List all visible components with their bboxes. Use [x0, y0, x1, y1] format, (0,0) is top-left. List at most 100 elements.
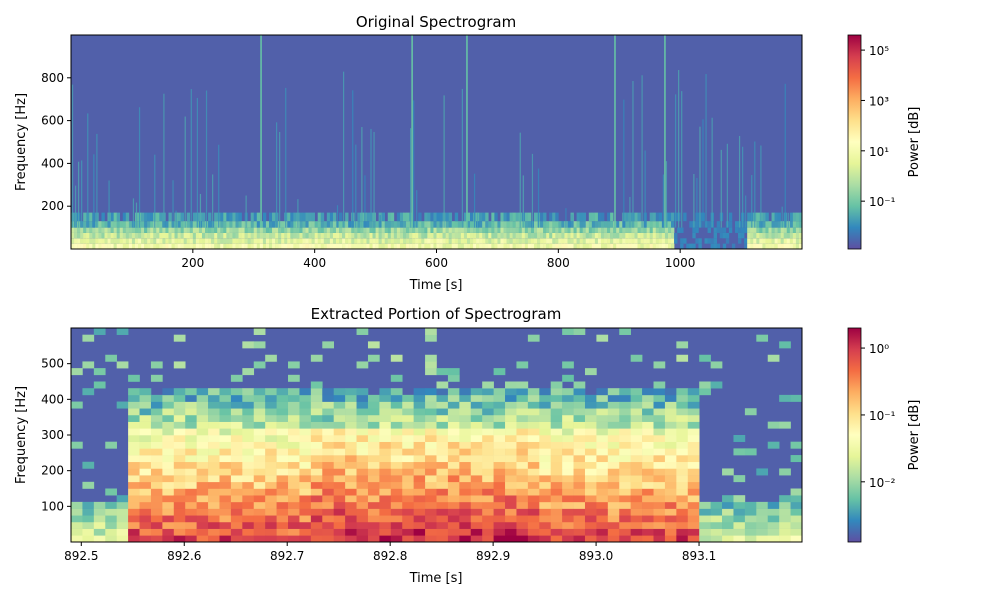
heatmap-cell: [113, 232, 117, 239]
heatmap-cell: [561, 238, 565, 244]
heatmap-cell: [241, 238, 245, 244]
heatmap-streak: [443, 95, 445, 228]
heatmap-cell: [607, 414, 620, 422]
heatmap-cell: [653, 455, 666, 463]
heatmap-cell: [141, 238, 145, 244]
heatmap-cell: [287, 238, 291, 244]
heatmap-cell: [600, 221, 605, 228]
heatmap-cell: [476, 238, 480, 244]
heatmap-cell: [219, 455, 232, 463]
heatmap-cell: [567, 243, 571, 249]
heatmap-cell: [459, 535, 472, 542]
x-tick-label: 892.8: [373, 549, 407, 563]
heatmap-cell: [771, 227, 775, 233]
heatmap-cell: [162, 428, 175, 436]
heatmap-cell: [744, 448, 757, 456]
heatmap-cell: [399, 243, 404, 249]
heatmap-cell: [387, 238, 392, 244]
heatmap-cell: [658, 227, 663, 233]
heatmap-cell: [122, 243, 127, 249]
heatmap-cell: [230, 475, 243, 483]
heatmap-cell: [500, 232, 504, 239]
heatmap-cell: [550, 441, 563, 449]
heatmap-cell: [488, 232, 492, 239]
heatmap-cell: [653, 428, 666, 436]
heatmap-cell: [290, 227, 294, 233]
heatmap-cell: [230, 488, 243, 496]
heatmap-cell: [302, 227, 306, 233]
heatmap-cell: [185, 455, 197, 463]
heatmap-cell: [159, 238, 163, 244]
heatmap-cell: [150, 461, 163, 469]
heatmap-cell: [619, 508, 631, 516]
heatmap-cell: [113, 227, 117, 233]
heatmap-cell: [205, 227, 209, 233]
heatmap-cell: [299, 388, 312, 396]
heatmap-streak: [275, 122, 278, 228]
heatmap-cell: [259, 227, 264, 233]
heatmap-cell: [219, 495, 232, 503]
heatmap-cell: [253, 495, 266, 503]
heatmap-cell: [573, 441, 586, 449]
heatmap-cell: [655, 238, 660, 244]
heatmap-cell: [728, 227, 733, 233]
heatmap-cell: [162, 488, 175, 496]
heatmap-cell: [658, 212, 663, 222]
heatmap-cell: [116, 243, 121, 249]
heatmap-cell: [311, 238, 315, 244]
heatmap-line: [411, 35, 413, 228]
heatmap-cell: [208, 488, 220, 496]
heatmap-cell: [241, 243, 245, 249]
heatmap-cell: [345, 221, 349, 228]
heatmap-cell: [379, 461, 392, 469]
heatmap-cell: [579, 227, 583, 233]
heatmap-cell: [186, 232, 191, 239]
heatmap-cell: [71, 521, 83, 529]
heatmap-cell: [584, 501, 597, 509]
heatmap-cell: [596, 421, 609, 429]
heatmap-cell: [676, 441, 689, 449]
heatmap-cell: [573, 381, 586, 389]
heatmap-cell: [493, 495, 506, 503]
heatmap-cell: [173, 388, 186, 396]
heatmap-cell: [156, 243, 160, 249]
heatmap-cell: [310, 475, 323, 483]
heatmap-cell: [722, 515, 734, 523]
heatmap-cell: [259, 238, 264, 244]
heatmap-cell: [299, 221, 303, 228]
heatmap-cell: [89, 232, 93, 239]
heatmap-cell: [676, 435, 689, 442]
heatmap-cell: [265, 394, 277, 402]
heatmap-cell: [570, 227, 574, 233]
heatmap-cell: [738, 227, 742, 233]
heatmap-cell: [573, 414, 586, 422]
heatmap-cell: [637, 238, 641, 244]
heatmap-cell: [447, 508, 460, 516]
heatmap-cell: [77, 243, 81, 249]
heatmap-cell: [144, 227, 148, 233]
heatmap-cell: [356, 435, 369, 442]
heatmap-cell: [516, 495, 529, 503]
heatmap-cell: [226, 243, 230, 249]
heatmap-cell: [116, 361, 129, 369]
heatmap-cell: [82, 461, 95, 469]
heatmap-cell: [738, 238, 742, 244]
heatmap-cell: [588, 232, 593, 239]
heatmap-cell: [71, 508, 83, 516]
heatmap-cell: [185, 515, 197, 523]
heatmap-cell: [98, 232, 102, 239]
heatmap-cell: [162, 468, 175, 476]
heatmap-cell: [661, 232, 666, 239]
heatmap-cell: [402, 528, 414, 536]
heatmap-cell: [527, 461, 540, 469]
heatmap-cell: [379, 414, 392, 422]
heatmap-cell: [573, 428, 586, 436]
heatmap-cell: [196, 414, 209, 422]
heatmap-cell: [597, 238, 602, 244]
heatmap-cell: [74, 243, 78, 249]
heatmap-cell: [493, 455, 506, 463]
heatmap-cell: [308, 238, 312, 244]
heatmap-cell: [384, 243, 389, 249]
heatmap-cell: [101, 212, 105, 222]
heatmap-cell: [402, 212, 407, 222]
